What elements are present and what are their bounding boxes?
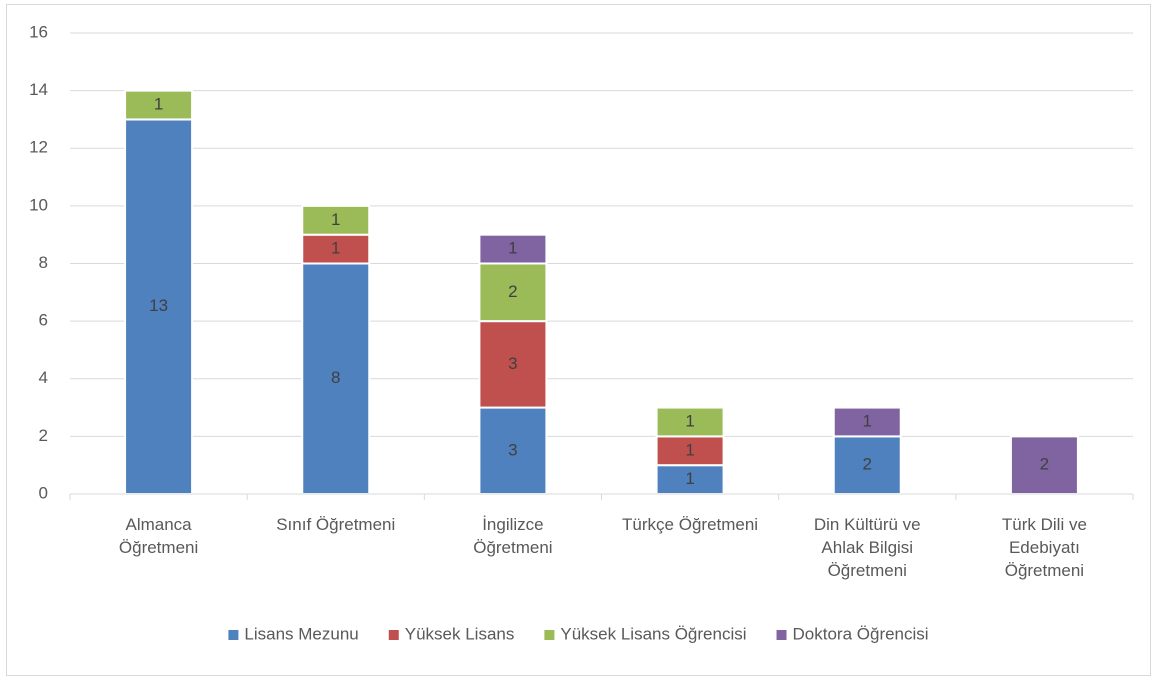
y-tick-label: 8 [39,253,48,272]
y-tick-label: 14 [29,80,48,99]
bar-segment [478,233,548,265]
data-label: 1 [331,239,340,258]
x-tick-label: Sınıf Öğretmeni [276,515,395,534]
legend: Lisans Mezunu Yüksek Lisans Yüksek Lisans … [228,624,929,643]
legend-label: Yüksek Lisans Öğrencisi [560,624,746,643]
data-label: 8 [331,368,340,387]
bar-segment [655,435,725,467]
data-label: 1 [331,210,340,229]
data-label: 1 [685,411,694,430]
bar-segment [301,204,371,236]
bar-segment [655,406,725,438]
y-tick-label: 10 [29,195,48,214]
y-tick-label: 16 [29,22,48,41]
legend-label: Yüksek Lisans [405,624,515,643]
legend-swatch [776,630,787,640]
bar-segment [832,406,902,438]
data-label: 3 [508,440,517,459]
bar-segment [301,233,371,265]
legend-swatch [544,630,555,640]
data-label: 13 [149,296,168,315]
bar-segment [478,406,548,495]
legend-swatch [228,630,239,640]
legend-label: Doktora Öğrencisi [793,624,929,643]
y-tick-label: 4 [39,368,48,387]
bar-segment [832,435,902,495]
data-label: 1 [154,95,163,114]
data-label: 1 [863,411,872,430]
data-label: 2 [508,282,517,301]
x-tick-label: İngilizce Öğretmeni [473,515,552,557]
x-tick-label: Türk Dili ve Edebiyatı Öğretmeni [1002,515,1087,580]
y-tick-label: 0 [39,483,48,502]
legend-label: Lisans Mezunu [244,624,358,643]
bar-segment [124,89,194,121]
x-tick-label: Din Kültürü ve Ahlak Bilgisi Öğretmeni [814,515,921,580]
x-tick-label: Almanca Öğretmeni [119,515,198,557]
bar-segment [124,118,194,495]
data-label: 1 [508,239,517,258]
y-tick-label: 12 [29,138,48,157]
y-tick-label: 6 [39,311,48,330]
y-tick-label: 2 [39,426,48,445]
legend-swatch [388,630,399,640]
x-tick-label: Türkçe Öğretmeni [622,515,758,534]
chart-border [6,4,1151,676]
data-label: 1 [685,440,694,459]
data-label: 1 [685,469,694,488]
bar-segment [478,320,548,409]
data-label: 2 [1040,455,1049,474]
data-label: 3 [508,354,517,373]
data-label: 2 [863,455,872,474]
